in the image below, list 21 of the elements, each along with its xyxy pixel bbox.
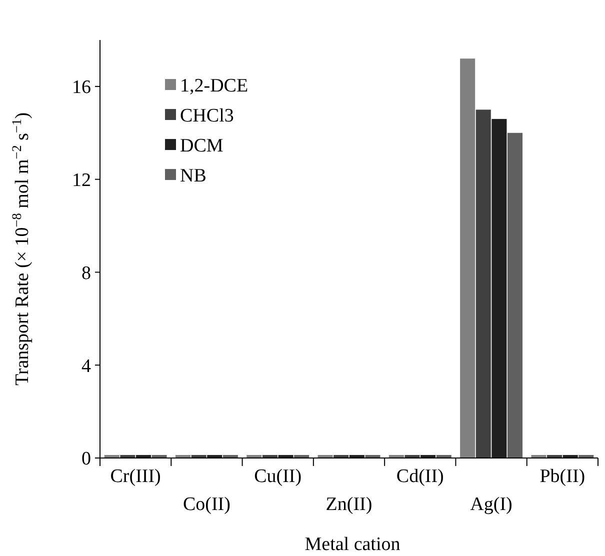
x-tick-label: Cr(III) — [110, 466, 161, 487]
x-tick-label: Zn(II) — [326, 494, 372, 515]
y-tick-label: 4 — [82, 356, 92, 377]
x-tick-label: Cu(II) — [254, 466, 302, 487]
bar — [507, 132, 523, 458]
y-tick-label: 8 — [82, 262, 91, 284]
x-tick-label: Cd(II) — [396, 466, 444, 487]
legend-label: 1,2-DCE — [180, 76, 248, 97]
bar — [476, 110, 491, 458]
y-tick-label: 0 — [82, 448, 91, 470]
x-tick-label: Pb(II) — [540, 466, 586, 487]
bar — [460, 58, 476, 458]
bar — [492, 118, 507, 458]
legend-label: NB — [180, 166, 206, 187]
legend-label: DCM — [180, 136, 224, 157]
x-axis-title: Metal cation — [304, 534, 401, 555]
legend-label: CHCl3 — [180, 106, 234, 127]
y-tick-label: 16 — [72, 77, 91, 98]
x-tick-label: Co(II) — [182, 494, 230, 515]
x-tick-label: Ag(I) — [470, 494, 512, 515]
y-tick-label: 12 — [72, 170, 91, 191]
